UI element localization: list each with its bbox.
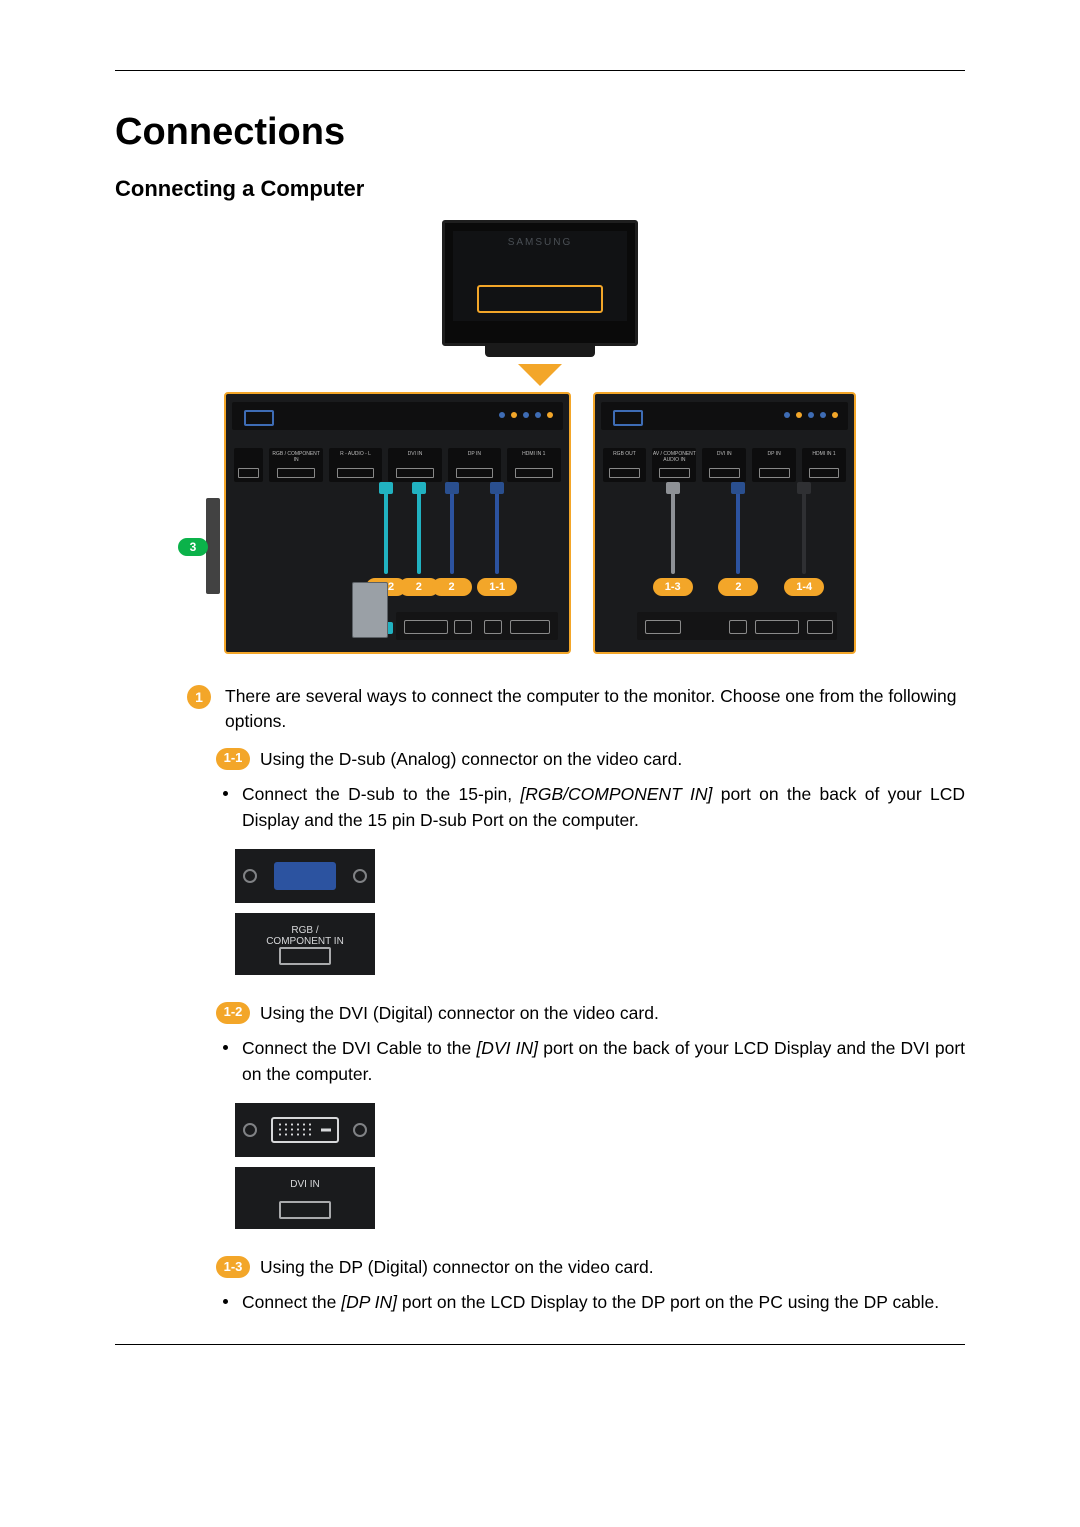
bottom-rule — [115, 1344, 965, 1345]
arrow-down-icon — [518, 364, 562, 386]
bullet-1-2-text: Connect the DVI Cable to the [DVI IN] po… — [242, 1036, 965, 1087]
step-1-text: There are several ways to connect the co… — [225, 684, 965, 735]
bullet-1-2: Connect the DVI Cable to the [DVI IN] po… — [223, 1036, 965, 1087]
top-rule — [115, 70, 965, 71]
substep-1-3: 1-3 Using the DP (Digital) connector on … — [216, 1255, 965, 1280]
badge-1-3: 1-3 — [653, 578, 693, 596]
bullet-dot-icon — [223, 791, 228, 796]
power-cable-icon: 3 — [206, 498, 220, 594]
monitor-brand-label: SAMSUNG — [445, 237, 635, 248]
substep-1-3-text: Using the DP (Digital) connector on the … — [260, 1255, 654, 1280]
bullet-1-1: Connect the D-sub to the 15-pin, [RGB/CO… — [223, 782, 965, 833]
badge-3: 3 — [178, 538, 208, 556]
monitor-icon: SAMSUNG — [442, 220, 638, 346]
badge-1-1: 1-1 — [477, 578, 517, 596]
vga-connector-icon — [274, 862, 336, 890]
badge-2b: 2 — [432, 578, 472, 596]
page-title: Connections — [115, 111, 965, 154]
badge-1-3-icon: 1-3 — [216, 1256, 250, 1278]
monitor-port-highlight — [477, 285, 603, 313]
pc-back-left — [396, 612, 558, 640]
badge-1-1-icon: 1-1 — [216, 748, 250, 770]
figure-rgb-port: RGB / COMPONENT IN — [235, 849, 375, 975]
dvi-connector-icon — [271, 1117, 339, 1143]
substep-1-1-text: Using the D-sub (Analog) connector on th… — [260, 747, 682, 772]
ports-panel-right: RGB OUT AV / COMPONENT AUDIO IN DVI IN D… — [593, 392, 856, 654]
bullet-dot-icon — [223, 1045, 228, 1050]
content-block: 1 There are several ways to connect the … — [187, 684, 965, 1316]
dvi-port-label: DVI IN — [235, 1167, 375, 1190]
substep-1-2-text: Using the DVI (Digital) connector on the… — [260, 1001, 659, 1026]
figure-dvi-port: DVI IN — [235, 1103, 375, 1229]
badge-1-2-icon: 1-2 — [216, 1002, 250, 1024]
step-1: 1 There are several ways to connect the … — [187, 684, 965, 735]
substep-1-1: 1-1 Using the D-sub (Analog) connector o… — [216, 747, 965, 772]
substep-1-2: 1-2 Using the DVI (Digital) connector on… — [216, 1001, 965, 1026]
port-row-left: RGB / COMPONENT IN R - AUDIO - L DVI IN … — [234, 448, 561, 482]
pc-tower-icon — [352, 582, 388, 638]
panel-top-strip — [232, 402, 563, 430]
badge-1-4: 1-4 — [784, 578, 824, 596]
bullet-1-3-text: Connect the [DP IN] port on the LCD Disp… — [242, 1290, 965, 1315]
pc-back-right — [637, 612, 837, 640]
monitor-stand — [485, 343, 595, 357]
port-row-right: RGB OUT AV / COMPONENT AUDIO IN DVI IN D… — [603, 448, 846, 482]
badge-1-icon: 1 — [187, 685, 211, 709]
page: Connections Connecting a Computer SAMSUN… — [0, 0, 1080, 1405]
bullet-1-1-text: Connect the D-sub to the 15-pin, [RGB/CO… — [242, 782, 965, 833]
ports-panel-left: 3 RGB / COMPONENT IN R - AUDIO - L DVI I… — [224, 392, 571, 654]
badge-2c: 2 — [718, 578, 758, 596]
bullet-1-3: Connect the [DP IN] port on the LCD Disp… — [223, 1290, 965, 1315]
rgb-port-label: RGB / COMPONENT IN — [235, 913, 375, 947]
page-subtitle: Connecting a Computer — [115, 176, 965, 202]
bullet-dot-icon — [223, 1299, 228, 1304]
panel-top-strip-r — [601, 402, 848, 430]
figure-main: SAMSUNG 3 RGB / COMPONENT IN R - AUDIO -… — [224, 220, 856, 654]
